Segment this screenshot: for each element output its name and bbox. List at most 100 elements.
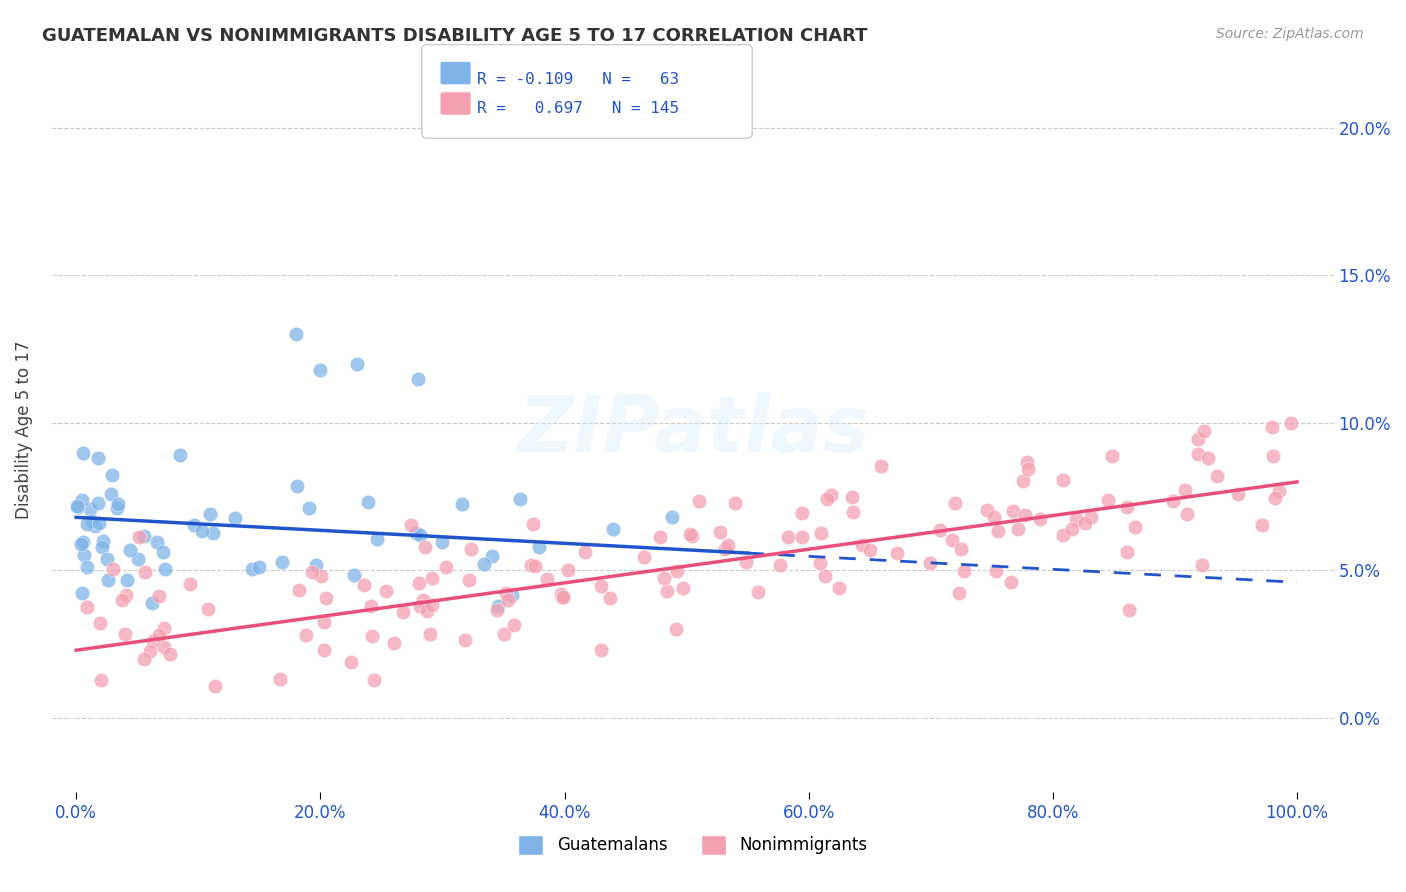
Point: [851, 538, 873, 552]
Point: [945, 496, 967, 510]
Point: [602, 523, 624, 537]
Point: [240, 562, 263, 576]
Point: [287, 582, 309, 597]
Point: [494, 627, 516, 641]
Point: [1268, 483, 1291, 498]
Point: [89, 615, 111, 630]
Point: [723, 496, 745, 510]
Point: [666, 564, 689, 578]
Point: [709, 525, 731, 540]
Point: [948, 585, 970, 599]
Point: [70, 537, 93, 551]
Point: [652, 571, 675, 585]
Point: [1074, 516, 1097, 530]
Point: [1205, 468, 1227, 483]
Point: [314, 643, 336, 657]
Point: [430, 534, 453, 549]
Point: [405, 525, 427, 540]
Text: ZIPatlas: ZIPatlas: [516, 392, 869, 468]
Point: [409, 528, 432, 542]
Point: [391, 605, 413, 619]
Point: [1029, 512, 1052, 526]
Point: [353, 577, 375, 591]
Point: [679, 527, 702, 541]
Point: [920, 556, 942, 570]
Point: [360, 599, 382, 614]
Point: [1161, 494, 1184, 508]
Point: [96, 552, 118, 566]
Point: [681, 529, 703, 543]
Point: [1118, 603, 1140, 617]
Point: [91, 534, 114, 549]
Point: [90, 673, 112, 687]
Point: [735, 555, 758, 569]
Point: [97, 573, 120, 587]
Point: [655, 583, 678, 598]
Point: [179, 577, 201, 591]
Point: [778, 530, 800, 544]
Point: [451, 497, 474, 511]
Point: [496, 592, 519, 607]
Point: [792, 506, 814, 520]
Point: [72, 535, 94, 549]
Point: [520, 558, 543, 572]
Point: [481, 549, 503, 564]
Point: [114, 627, 136, 641]
Point: [574, 545, 596, 559]
Point: [869, 458, 891, 473]
Point: [301, 565, 323, 579]
Point: [103, 562, 125, 576]
Point: [665, 622, 688, 636]
Point: [204, 679, 226, 693]
Point: [420, 571, 443, 585]
Point: [1115, 500, 1137, 514]
Point: [152, 545, 174, 559]
Point: [152, 640, 174, 655]
Point: [118, 542, 141, 557]
Point: [987, 524, 1010, 538]
Point: [550, 587, 572, 601]
Point: [747, 584, 769, 599]
Point: [169, 448, 191, 462]
Point: [298, 501, 321, 516]
Point: [115, 588, 138, 602]
Point: [284, 327, 307, 342]
Point: [769, 558, 792, 573]
Legend: Guatemalans, Nonimmigrants: Guatemalans, Nonimmigrants: [510, 826, 876, 863]
Point: [357, 494, 380, 508]
Point: [1279, 416, 1302, 430]
Point: [79, 502, 101, 516]
Point: [76, 600, 98, 615]
Point: [524, 558, 547, 573]
Point: [87, 496, 110, 510]
Point: [159, 647, 181, 661]
Point: [107, 497, 129, 511]
Point: [309, 362, 332, 376]
Point: [1000, 575, 1022, 590]
Point: [984, 564, 1007, 578]
Point: [820, 488, 842, 502]
Point: [1115, 544, 1137, 558]
Point: [713, 541, 735, 556]
Point: [153, 621, 176, 635]
Point: [363, 673, 385, 687]
Point: [305, 558, 328, 573]
Point: [84, 518, 107, 533]
Point: [412, 593, 434, 607]
Point: [589, 642, 612, 657]
Point: [247, 559, 270, 574]
Point: [949, 542, 972, 557]
Point: [633, 550, 655, 565]
Point: [138, 644, 160, 658]
Point: [1052, 528, 1074, 542]
Point: [454, 633, 477, 648]
Y-axis label: Disability Age 5 to 17: Disability Age 5 to 17: [15, 341, 32, 519]
Point: [132, 529, 155, 543]
Point: [1260, 419, 1282, 434]
Point: [197, 602, 219, 616]
Point: [70, 586, 93, 600]
Point: [790, 530, 813, 544]
Text: R =   0.697   N = 145: R = 0.697 N = 145: [477, 101, 679, 116]
Point: [73, 548, 96, 562]
Point: [127, 552, 149, 566]
